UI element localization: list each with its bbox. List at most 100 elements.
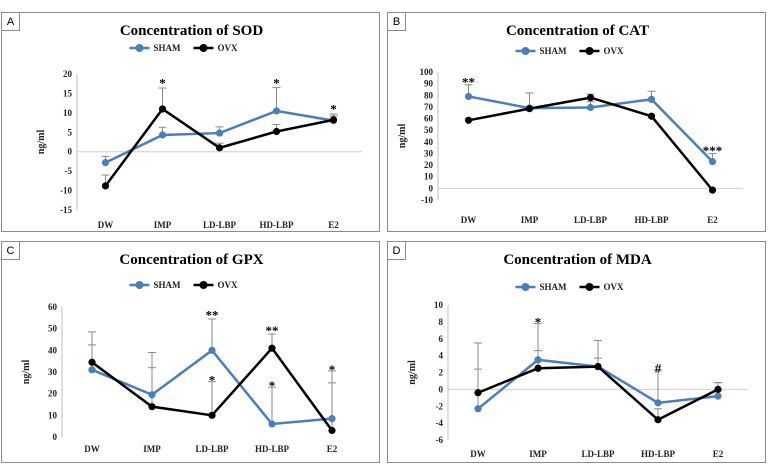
legend-label-ovx: OVX	[604, 46, 625, 56]
significance-mark: *	[329, 362, 336, 377]
legend-marker-sham	[135, 44, 144, 52]
data-point-ovx	[474, 389, 482, 397]
x-tick-label: E2	[328, 220, 339, 230]
data-point-ovx	[158, 105, 167, 113]
y-tick-label: 20	[63, 69, 73, 79]
y-axis-label: ng/ml	[407, 360, 418, 385]
data-point-ovx	[647, 112, 656, 120]
y-tick-label: 50	[48, 324, 58, 334]
x-tick-label: IMP	[154, 220, 172, 230]
legend-label-ovx: OVX	[604, 282, 625, 292]
legend-label-sham: SHAM	[154, 280, 182, 290]
y-tick-label: 60	[48, 302, 58, 312]
data-point-sham	[654, 399, 662, 407]
chart-title: Concentration of CAT	[506, 23, 649, 39]
y-tick-label: -10	[60, 186, 72, 196]
legend-label-sham: SHAM	[154, 43, 182, 53]
y-tick-label: 100	[420, 67, 434, 77]
series-line-ovx	[468, 96, 714, 191]
y-axis-label: ng/ml	[21, 360, 32, 385]
data-point-sham	[101, 158, 110, 167]
panel-gpx: C Concentration of GPX SHAM OVX 0 10 20 30 40 50…	[1, 241, 380, 463]
data-point-sham	[268, 420, 276, 428]
data-point-ovx	[714, 385, 722, 393]
x-tick-label: IMP	[521, 215, 539, 225]
data-point-sham	[586, 103, 595, 112]
y-tick-label: 15	[63, 88, 73, 98]
legend-marker-ovx	[199, 44, 208, 52]
y-tick-label: 0	[68, 147, 73, 157]
data-point-sham	[708, 158, 717, 166]
legend-marker-ovx	[199, 281, 208, 289]
data-point-sham	[534, 356, 542, 364]
data-point-ovx	[101, 182, 110, 190]
y-tick-label: 20	[48, 389, 58, 399]
x-tick-label: HD-LBP	[634, 215, 669, 225]
data-point-sham	[328, 414, 336, 423]
y-tick-label: 0	[429, 183, 434, 193]
series-line-ovx	[477, 365, 719, 422]
data-point-sham	[215, 129, 224, 137]
chart-title: Concentration of MDA	[503, 252, 651, 268]
data-point-sham	[714, 392, 722, 400]
x-tick-label: LD-LBP	[195, 444, 229, 454]
y-tick-label: 30	[424, 148, 434, 158]
legend-marker-sham	[135, 281, 144, 289]
significance-mark: *	[535, 315, 542, 330]
data-point-ovx	[208, 411, 216, 419]
data-point-sham	[148, 391, 156, 399]
y-tick-label: -5	[65, 166, 73, 176]
y-tick-label: 2	[439, 368, 444, 378]
data-point-ovx	[329, 116, 338, 124]
data-point-ovx	[148, 403, 156, 411]
x-tick-label: DW	[98, 220, 114, 230]
y-tick-label: -6	[436, 435, 444, 445]
significance-mark: **	[462, 74, 475, 89]
x-tick-label: HD-LBP	[255, 444, 290, 454]
chart-title: Concentration of GPX	[119, 252, 263, 268]
y-tick-label: 8	[439, 317, 444, 327]
y-tick-label: 10	[434, 300, 444, 310]
x-tick-label: E2	[713, 449, 724, 459]
panel-sod: A Concentration of SOD SHAM OVX -15 -10 -5 0 5 1…	[1, 12, 380, 232]
significance-mark: **	[206, 308, 219, 323]
data-point-ovx	[534, 364, 542, 372]
data-point-sham	[464, 92, 473, 101]
y-tick-label: -4	[436, 418, 444, 428]
x-tick-label: E2	[327, 444, 338, 454]
data-point-ovx	[654, 416, 662, 424]
panel-label: B	[388, 13, 406, 31]
data-point-ovx	[272, 127, 281, 136]
y-axis-label: ng/ml	[36, 130, 47, 155]
panel-mda: D Concentration of MDA SHAM OVX -6 -4 -2 0 2 4 6 8…	[387, 241, 766, 463]
legend-marker-ovx	[585, 283, 594, 291]
y-tick-label: 10	[63, 108, 73, 118]
y-tick-label: 90	[424, 79, 434, 89]
y-tick-label: -2	[436, 401, 444, 411]
legend-marker-ovx	[585, 47, 594, 55]
x-tick-label: E2	[707, 215, 718, 225]
sod-chart: Concentration of SOD SHAM OVX -15 -10 -5 0 5 10 1…	[36, 23, 362, 230]
y-tick-label: 0	[439, 384, 444, 394]
y-tick-label: 20	[424, 160, 434, 170]
legend-label-ovx: OVX	[218, 280, 239, 290]
significance-mark: ***	[703, 143, 723, 158]
data-point-ovx	[594, 362, 602, 371]
significance-mark: #	[655, 360, 662, 375]
legend-marker-sham	[521, 47, 530, 55]
x-tick-label: DW	[461, 215, 477, 225]
series-line-sham	[104, 109, 334, 164]
significance-mark: *	[159, 76, 166, 91]
data-point-ovx	[88, 358, 96, 366]
data-point-sham	[158, 131, 167, 139]
significance-mark: *	[273, 76, 280, 91]
y-tick-label: 50	[424, 125, 434, 135]
y-axis-label: ng/ml	[397, 124, 408, 149]
x-tick-label: HD-LBP	[259, 220, 294, 230]
x-tick-label: DW	[84, 444, 100, 454]
y-tick-label: 60	[424, 114, 434, 124]
x-tick-label: IMP	[529, 449, 547, 459]
data-point-sham	[272, 107, 281, 115]
y-tick-label: 0	[53, 432, 58, 442]
